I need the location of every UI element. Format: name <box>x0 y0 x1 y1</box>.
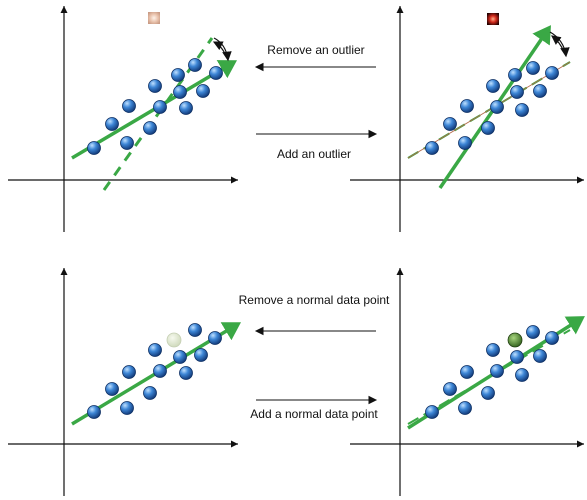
dashed-fit-line <box>102 37 214 191</box>
panel-top-left <box>8 6 238 232</box>
data-point <box>87 141 101 155</box>
data-point <box>194 348 208 362</box>
data-point <box>443 117 457 131</box>
outlier-indicator-active <box>487 13 499 25</box>
data-point <box>122 99 136 113</box>
data-points <box>87 58 223 155</box>
data-point <box>188 58 202 72</box>
label-remove-outlier: Remove an outlier <box>267 43 364 57</box>
data-point <box>209 66 223 80</box>
data-point <box>481 386 495 400</box>
data-point <box>460 365 474 379</box>
transition-bottom: Remove a normal data point Add a normal … <box>239 293 390 421</box>
data-point <box>153 100 167 114</box>
normal-point-active <box>507 332 523 348</box>
data-points <box>87 323 222 419</box>
label-add-outlier: Add an outlier <box>277 147 351 161</box>
panel-bottom-right <box>350 268 585 496</box>
label-remove-normal: Remove a normal data point <box>239 293 390 307</box>
data-point <box>143 386 157 400</box>
panel-top-right <box>350 6 584 232</box>
data-point <box>481 121 495 135</box>
data-point <box>486 79 500 93</box>
data-point <box>458 401 472 415</box>
data-point <box>179 366 193 380</box>
data-points <box>425 325 559 419</box>
data-point <box>173 350 187 364</box>
data-point <box>460 99 474 113</box>
data-point <box>425 141 439 155</box>
rotation-arrow <box>213 37 232 62</box>
data-point <box>515 368 529 382</box>
data-point <box>490 364 504 378</box>
data-point <box>510 85 524 99</box>
data-point <box>120 401 134 415</box>
data-point <box>105 117 119 131</box>
normal-point-faded <box>166 332 182 348</box>
data-point <box>486 343 500 357</box>
data-point <box>105 382 119 396</box>
data-point <box>143 121 157 135</box>
data-point <box>122 365 136 379</box>
data-point <box>533 349 547 363</box>
data-point <box>533 84 547 98</box>
data-point <box>458 136 472 150</box>
data-point <box>490 100 504 114</box>
panel-bottom-left <box>8 268 241 496</box>
data-point <box>87 405 101 419</box>
fit-line <box>71 60 238 160</box>
data-point <box>173 85 187 99</box>
data-point <box>545 331 559 345</box>
transition-top: Remove an outlier Add an outlier <box>254 43 378 161</box>
data-point <box>508 68 522 82</box>
data-point <box>196 84 210 98</box>
data-point <box>153 364 167 378</box>
data-point <box>545 66 559 80</box>
label-add-normal: Add a normal data point <box>250 407 378 421</box>
data-point <box>515 103 529 117</box>
rotation-arrow-back <box>551 35 565 53</box>
data-point <box>425 405 439 419</box>
data-points <box>425 61 559 155</box>
data-point <box>179 101 193 115</box>
data-point <box>526 61 540 75</box>
data-point <box>443 382 457 396</box>
data-point <box>208 331 222 345</box>
data-point <box>188 323 202 337</box>
data-point <box>510 350 524 364</box>
data-point <box>148 79 162 93</box>
data-point <box>526 325 540 339</box>
data-point <box>120 136 134 150</box>
data-point <box>171 68 185 82</box>
data-point <box>148 343 162 357</box>
rotation-arrow-back <box>212 41 227 57</box>
outlier-indicator-faded <box>148 12 160 24</box>
